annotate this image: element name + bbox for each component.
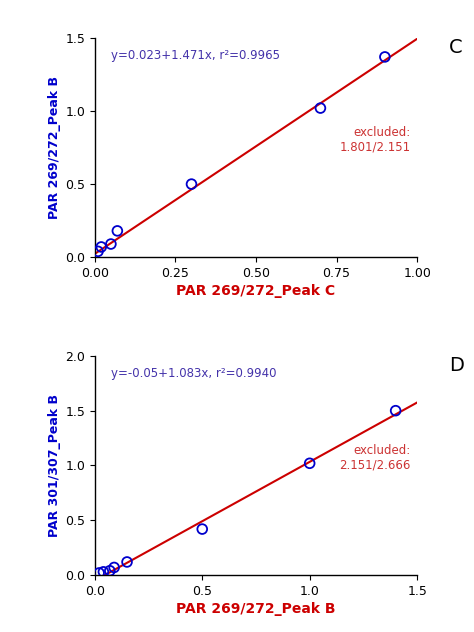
Point: [110, 562, 118, 573]
Point: [381, 52, 389, 62]
Y-axis label: PAR 301/307_Peak B: PAR 301/307_Peak B: [48, 394, 61, 537]
X-axis label: PAR 269/272_Peak B: PAR 269/272_Peak B: [176, 602, 336, 616]
Point: [199, 524, 206, 534]
Point: [123, 557, 131, 567]
Point: [98, 242, 105, 252]
Text: D: D: [449, 356, 464, 375]
X-axis label: PAR 269/272_Peak C: PAR 269/272_Peak C: [176, 284, 336, 298]
Text: excluded:
1.801/2.151: excluded: 1.801/2.151: [339, 126, 410, 154]
Point: [107, 239, 115, 249]
Text: excluded:
2.151/2.666: excluded: 2.151/2.666: [339, 444, 410, 471]
Point: [114, 226, 121, 236]
Point: [106, 566, 114, 576]
Point: [95, 568, 103, 578]
Point: [392, 406, 400, 416]
Point: [100, 567, 107, 577]
Text: y=-0.05+1.083x, r²=0.9940: y=-0.05+1.083x, r²=0.9940: [111, 367, 276, 380]
Text: C: C: [449, 38, 463, 57]
Point: [317, 103, 324, 113]
Y-axis label: PAR 269/272_Peak B: PAR 269/272_Peak B: [48, 76, 61, 219]
Point: [306, 458, 313, 468]
Text: y=0.023+1.471x, r²=0.9965: y=0.023+1.471x, r²=0.9965: [111, 49, 280, 62]
Point: [188, 179, 195, 189]
Point: [94, 246, 102, 257]
